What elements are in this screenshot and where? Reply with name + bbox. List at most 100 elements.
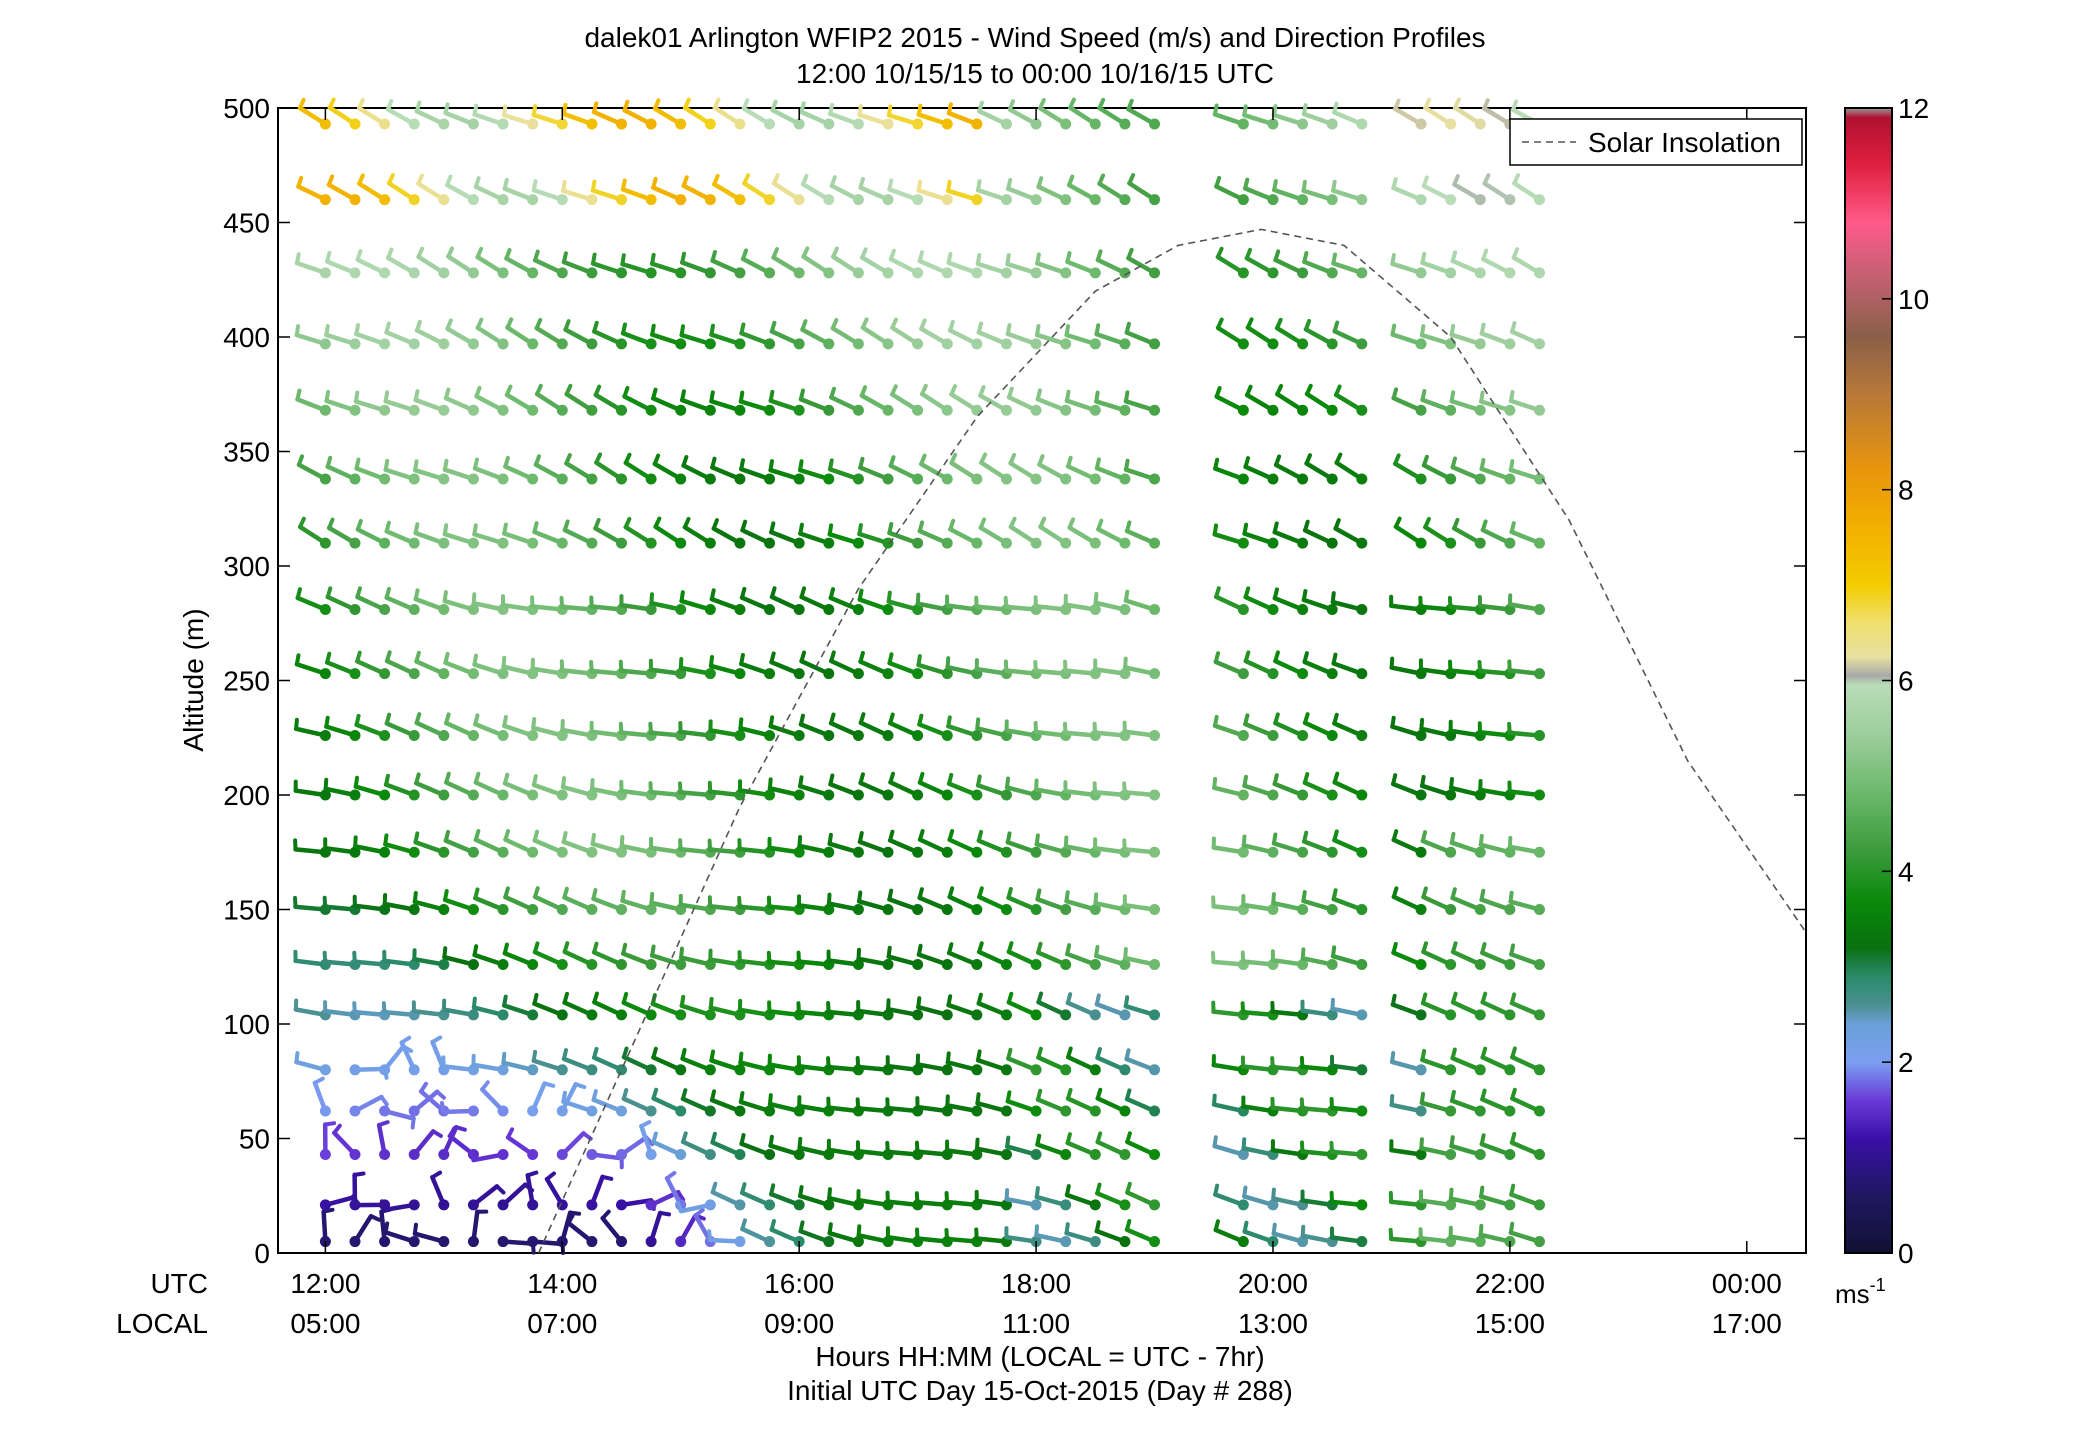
wind-barb-flag (624, 388, 627, 397)
wind-barb-flag (978, 777, 980, 786)
wind-barb-flag (416, 833, 418, 842)
wind-barb-station-dot (1504, 1149, 1515, 1160)
wind-barb-flag (682, 326, 683, 335)
wind-barb-station-dot (1327, 668, 1338, 679)
wind-barb-station-dot (675, 338, 686, 349)
wind-barb-flag (623, 181, 625, 190)
wind-barb-flag (474, 594, 475, 603)
wind-barb-station-dot (1001, 119, 1012, 130)
wind-barb-flag (505, 888, 508, 897)
wind-barb-station-dot (1356, 538, 1367, 549)
wind-barb-flag (1453, 943, 1456, 952)
wind-barb-station-dot (971, 1009, 982, 1020)
wind-barb-station-dot (438, 405, 449, 416)
wind-barb-flag (387, 523, 389, 532)
wind-barb-station-dot (379, 1106, 390, 1117)
wind-barb-station-dot (1001, 1009, 1012, 1020)
wind-barb-flag (1453, 1050, 1455, 1059)
wind-barb-station-dot (1416, 959, 1427, 970)
wind-barb-flag (416, 653, 418, 662)
wind-barb-station-dot (1149, 1199, 1160, 1210)
wind-barb-flag (357, 460, 359, 469)
wind-barb-station-dot (557, 267, 568, 278)
wind-barb-station-dot (853, 538, 864, 549)
wind-barb-station-dot (557, 473, 568, 484)
wind-barb-station-dot (438, 847, 449, 858)
wind-barb-station-dot (1475, 473, 1486, 484)
wind-barb-station-dot (438, 668, 449, 679)
wind-barb-station-dot (498, 847, 509, 858)
wind-barb-station-dot (586, 904, 597, 915)
wind-barb-station-dot (646, 194, 657, 205)
wind-barb-flag (1334, 715, 1336, 724)
y-tick-label: 250 (223, 666, 270, 697)
wind-barb-station-dot (438, 730, 449, 741)
wind-barb-flag (1008, 180, 1010, 189)
wind-barb-station-dot (1031, 1106, 1042, 1117)
wind-barb-station-dot (616, 1199, 627, 1210)
x-axis-label-line1: Hours HH:MM (LOCAL = UTC - 7hr) (815, 1341, 1264, 1372)
wind-barb-flag (327, 253, 329, 262)
wind-barb-flag (1305, 714, 1308, 723)
wind-barb-flag (1512, 1049, 1515, 1058)
x-tick-label-utc: 18:00 (1001, 1268, 1071, 1299)
y-tick-label: 0 (254, 1238, 270, 1269)
wind-barb-flag (1245, 525, 1247, 534)
wind-barb-flag (1008, 833, 1010, 842)
wind-barb-flag (1127, 522, 1129, 531)
wind-barb-station-dot (379, 405, 390, 416)
wind-barb-flag (328, 588, 331, 597)
wind-barb-station-dot (764, 267, 775, 278)
wind-barb-station-dot (349, 194, 360, 205)
wind-barb-station-dot (349, 473, 360, 484)
wind-barb-flag (296, 720, 297, 729)
wind-barb-flag (1037, 254, 1039, 263)
wind-barb-flag (564, 105, 566, 114)
wind-barb-station-dot (1060, 538, 1071, 549)
wind-barb-station-dot (1119, 119, 1130, 130)
wind-barb-flag (713, 1184, 716, 1193)
wind-barb-flag (1039, 178, 1042, 187)
wind-barb-station-dot (1238, 538, 1249, 549)
wind-barb-station-dot (1267, 668, 1278, 679)
wind-barb-flag (1452, 392, 1453, 401)
wind-barb-flag (1037, 1188, 1038, 1197)
wind-barb-station-dot (853, 119, 864, 130)
wind-barb-station-dot (912, 473, 923, 484)
wind-barb-flag (889, 106, 890, 115)
wind-barb-flag (416, 590, 418, 599)
wind-barb-flag (564, 833, 566, 842)
wind-barb-flag (651, 894, 652, 903)
wind-barb-station-dot (1416, 338, 1427, 349)
wind-barb-flag (1483, 521, 1486, 530)
wind-barb-station-dot (1149, 604, 1160, 615)
wind-barb-station-dot (1119, 538, 1130, 549)
wind-barb-station-dot (409, 847, 420, 858)
wind-barb-flag (772, 588, 775, 597)
wind-barb-station-dot (320, 473, 331, 484)
wind-barb-station-dot (794, 405, 805, 416)
wind-barb-station-dot (586, 473, 597, 484)
wind-barb-flag (1304, 253, 1306, 262)
wind-barb-flag (1036, 1226, 1037, 1235)
wind-barb-flag (476, 831, 479, 840)
wind-barb-station-dot (379, 338, 390, 349)
wind-barb-flag (682, 254, 684, 263)
wind-barb-station-dot (1534, 194, 1545, 205)
wind-barb-station-dot (1267, 405, 1278, 416)
wind-barb-flag (1273, 894, 1274, 903)
wind-barb-flag (1274, 106, 1275, 115)
wind-barb-station-dot (823, 604, 834, 615)
wind-barb-station-dot (1090, 338, 1101, 349)
wind-barb-station-dot (1356, 119, 1367, 130)
wind-barb-station-dot (1149, 790, 1160, 801)
wind-barb-station-dot (764, 119, 775, 130)
wind-barb-flag (772, 1221, 774, 1230)
wind-barb-station-dot (1149, 473, 1160, 484)
wind-barb-flag (594, 944, 596, 953)
wind-barb-station-dot (1445, 959, 1456, 970)
wind-barb-flag (386, 776, 388, 785)
wind-barb-flag (1453, 458, 1455, 467)
wind-barb-station-dot (498, 405, 509, 416)
wind-barb-flag (801, 390, 803, 399)
